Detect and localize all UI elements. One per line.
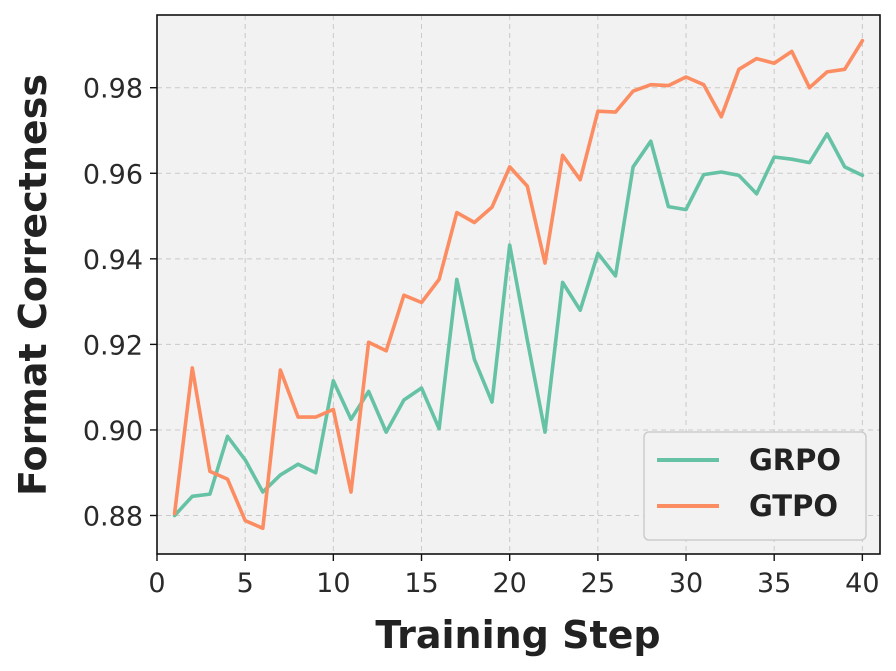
x-axis-ticks: 0 5 10 15 20 25 30 35 40 — [148, 554, 880, 599]
y-tick-label: 0.98 — [83, 74, 143, 105]
y-tick-label: 0.92 — [83, 330, 143, 361]
plot-frame — [156, 14, 881, 555]
y-axis-label: Format Correctness — [11, 74, 55, 496]
series-line-grpo — [172, 132, 865, 518]
x-tick-label: 10 — [316, 568, 350, 599]
legend-label-gtpo: GTPO — [749, 489, 838, 523]
x-tick-label: 40 — [845, 568, 879, 599]
x-tick-label: 15 — [404, 568, 438, 599]
y-tick-label: 0.88 — [83, 502, 143, 533]
x-tick-label: 30 — [669, 568, 703, 599]
x-tick-label: 5 — [237, 568, 254, 599]
y-tick-label: 0.96 — [83, 159, 143, 190]
grid — [156, 15, 880, 554]
x-axis-label: Training Step — [375, 613, 660, 657]
legend: GRPO GTPO — [643, 431, 867, 541]
series-lines — [172, 38, 865, 531]
x-tick-label: 25 — [581, 568, 615, 599]
series-line-gtpo — [172, 38, 865, 531]
y-axis-ticks: 0.88 0.90 0.92 0.94 0.96 0.98 — [83, 74, 157, 533]
x-tick-label: 35 — [757, 568, 791, 599]
y-tick-label: 0.94 — [83, 245, 143, 276]
y-tick-label: 0.90 — [83, 416, 143, 447]
x-tick-label: 20 — [493, 568, 527, 599]
x-tick-label: 0 — [148, 568, 165, 599]
legend-label-grpo: GRPO — [749, 443, 841, 477]
